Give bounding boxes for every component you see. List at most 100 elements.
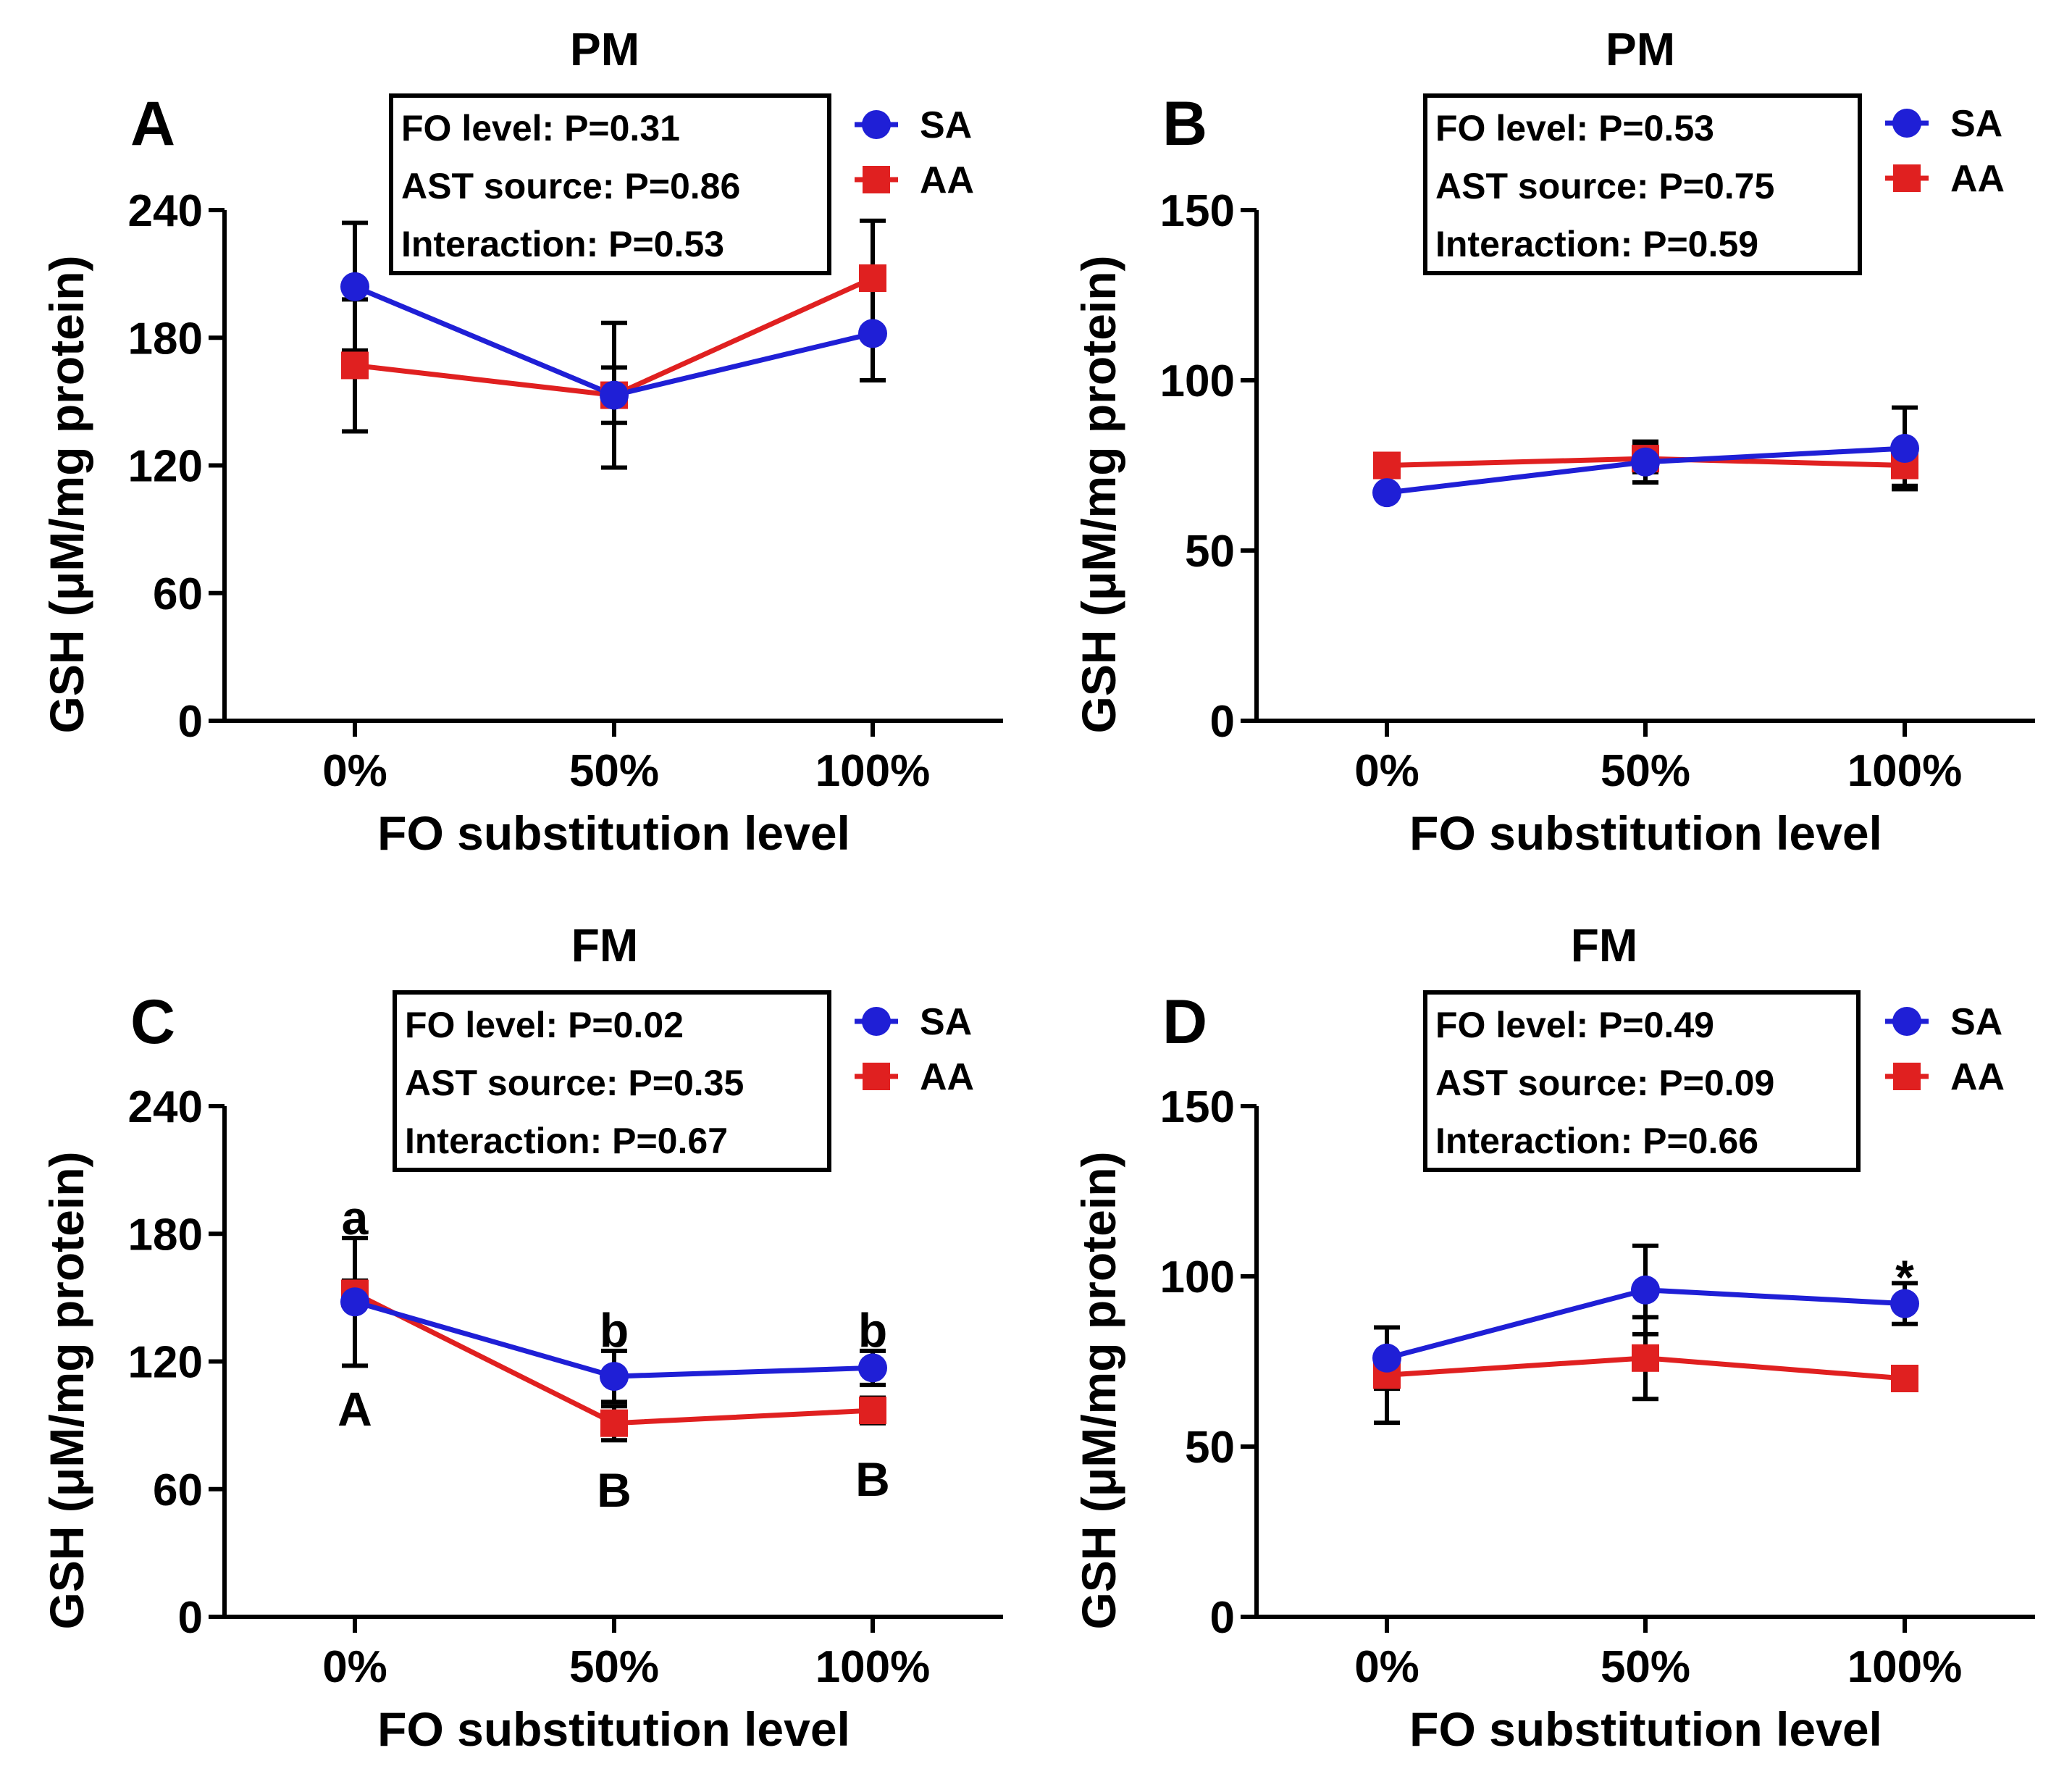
x-tick-label: 0% xyxy=(1354,1642,1419,1692)
legend-label: AA xyxy=(1950,158,2005,200)
y-tick-label: 240 xyxy=(128,1082,203,1132)
data-point-sa xyxy=(1631,447,1660,477)
y-tick-label: 60 xyxy=(153,1465,203,1515)
y-tick-label: 120 xyxy=(128,1338,203,1388)
stats-line: FO level: P=0.53 xyxy=(1435,108,1714,148)
data-point-sa xyxy=(1372,478,1401,508)
annotation-label: B xyxy=(597,1463,632,1517)
stats-line: FO level: P=0.02 xyxy=(405,1005,684,1045)
data-point-sa xyxy=(1890,434,1919,463)
stats-box xyxy=(393,990,831,1172)
data-point-sa xyxy=(1631,1275,1660,1305)
panel-a: PM A 0 60 120 180 240 0% 50% 100% FO substitution … xyxy=(40,23,1003,860)
data-point-sa xyxy=(858,319,887,348)
legend-marker-aa xyxy=(1893,164,1921,192)
y-tick-label: 180 xyxy=(128,314,203,364)
y-axis-title: GSH (μM/mg protein) xyxy=(40,1152,93,1630)
y-tick-label: 240 xyxy=(128,186,203,236)
x-tick-label: 50% xyxy=(1601,1642,1690,1692)
data-point-aa xyxy=(1891,1365,1918,1392)
y-tick-label: 150 xyxy=(1160,1082,1235,1132)
annotation-label: b xyxy=(600,1303,629,1357)
data-point-aa xyxy=(1632,1344,1659,1372)
legend-label: AA xyxy=(920,159,974,201)
legend-marker-sa xyxy=(862,1007,891,1036)
stats-line: Interaction: P=0.59 xyxy=(1435,224,1758,264)
y-tick-label: 50 xyxy=(1185,527,1235,577)
stats-line: FO level: P=0.49 xyxy=(1435,1005,1714,1045)
y-tick-label: 150 xyxy=(1160,186,1235,236)
panel-b: PM B 0 50 100 150 0% 50% 100% FO substitution lev… xyxy=(1072,23,2035,860)
panel-title: FM xyxy=(1571,919,1637,971)
y-axis-title: GSH (μM/mg protein) xyxy=(1072,256,1125,734)
legend-marker-aa xyxy=(863,166,890,193)
panel-letter: B xyxy=(1162,89,1207,159)
x-tick-label: 0% xyxy=(322,1642,387,1692)
panel-letter: C xyxy=(130,987,175,1057)
legend-label: AA xyxy=(1950,1056,2005,1098)
annotation-label: a xyxy=(342,1191,369,1244)
data-point-sa xyxy=(1890,1289,1919,1318)
x-tick-label: 50% xyxy=(569,1642,659,1692)
y-tick-label: 0 xyxy=(178,1593,203,1643)
panel-letter: A xyxy=(130,89,175,159)
x-tick-label: 0% xyxy=(1354,746,1419,796)
x-tick-label: 100% xyxy=(1847,746,1963,796)
annotation-label: b xyxy=(858,1303,887,1357)
panel-title: PM xyxy=(1606,23,1675,75)
y-tick-label: 100 xyxy=(1160,356,1235,406)
stats-line: Interaction: P=0.66 xyxy=(1435,1121,1758,1161)
stats-line: AST source: P=0.35 xyxy=(405,1063,744,1103)
data-point-aa xyxy=(341,351,369,380)
data-point-sa xyxy=(600,380,629,410)
panel-letter: D xyxy=(1162,987,1207,1057)
panel-title: FM xyxy=(571,919,638,971)
data-point-sa xyxy=(340,1287,369,1317)
legend-label: SA xyxy=(1950,103,2002,145)
x-axis-title: FO substitution level xyxy=(377,1702,850,1756)
y-tick-label: 100 xyxy=(1160,1252,1235,1302)
y-tick-label: 0 xyxy=(1210,1593,1235,1643)
stats-line: Interaction: P=0.67 xyxy=(405,1121,728,1161)
annotation-label: B xyxy=(855,1452,890,1506)
stats-line: Interaction: P=0.53 xyxy=(401,224,724,264)
x-tick-label: 50% xyxy=(569,746,659,796)
data-point-sa xyxy=(1372,1343,1401,1373)
data-point-aa xyxy=(859,1397,886,1425)
legend-label: AA xyxy=(920,1056,974,1098)
annotation-label: A xyxy=(337,1382,372,1436)
stats-line: AST source: P=0.75 xyxy=(1435,166,1774,206)
y-tick-label: 60 xyxy=(153,569,203,619)
stats-box xyxy=(1423,990,1861,1172)
annotation-label: * xyxy=(1895,1250,1914,1304)
stats-line: FO level: P=0.31 xyxy=(401,108,680,148)
legend-label: SA xyxy=(920,104,972,146)
data-point-aa xyxy=(600,1409,628,1437)
y-axis-title: GSH (μM/mg protein) xyxy=(40,256,93,734)
panel-c: FM C 0 60 120 180 240 0% 50% 100% FO substitution … xyxy=(40,919,1003,1756)
y-tick-label: 0 xyxy=(1210,697,1235,747)
y-tick-label: 0 xyxy=(178,697,203,747)
y-axis-title: GSH (μM/mg protein) xyxy=(1072,1152,1125,1630)
data-point-sa xyxy=(858,1353,887,1383)
x-axis-title: FO substitution level xyxy=(1409,1702,1882,1756)
legend-marker-sa xyxy=(1892,1007,1921,1036)
data-point-aa xyxy=(859,264,886,292)
y-tick-label: 120 xyxy=(128,442,203,492)
panel-title: PM xyxy=(570,23,639,75)
stats-line: AST source: P=0.86 xyxy=(401,166,740,206)
x-axis-title: FO substitution level xyxy=(377,806,850,860)
data-point-aa xyxy=(1373,451,1401,480)
legend-label: SA xyxy=(1950,1001,2002,1043)
data-point-sa xyxy=(340,272,369,301)
x-tick-label: 0% xyxy=(322,746,387,796)
x-tick-label: 100% xyxy=(1847,1642,1963,1692)
y-tick-label: 50 xyxy=(1185,1423,1235,1473)
legend-marker-aa xyxy=(863,1063,890,1090)
x-axis-title: FO substitution level xyxy=(1409,806,1882,860)
panel-d: FM D 0 50 100 150 0% 50% 100% FO substitution lev… xyxy=(1072,919,2035,1756)
stats-line: AST source: P=0.09 xyxy=(1435,1063,1774,1103)
x-tick-label: 100% xyxy=(815,746,931,796)
y-tick-label: 180 xyxy=(128,1210,203,1260)
